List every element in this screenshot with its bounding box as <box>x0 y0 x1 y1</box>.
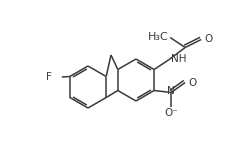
Text: O: O <box>203 33 212 44</box>
Text: N: N <box>166 86 174 96</box>
Text: H₃C: H₃C <box>147 33 167 42</box>
Text: O: O <box>187 78 196 87</box>
Text: O⁻: O⁻ <box>164 108 177 119</box>
Text: NH: NH <box>170 54 186 65</box>
Text: F: F <box>46 73 52 82</box>
